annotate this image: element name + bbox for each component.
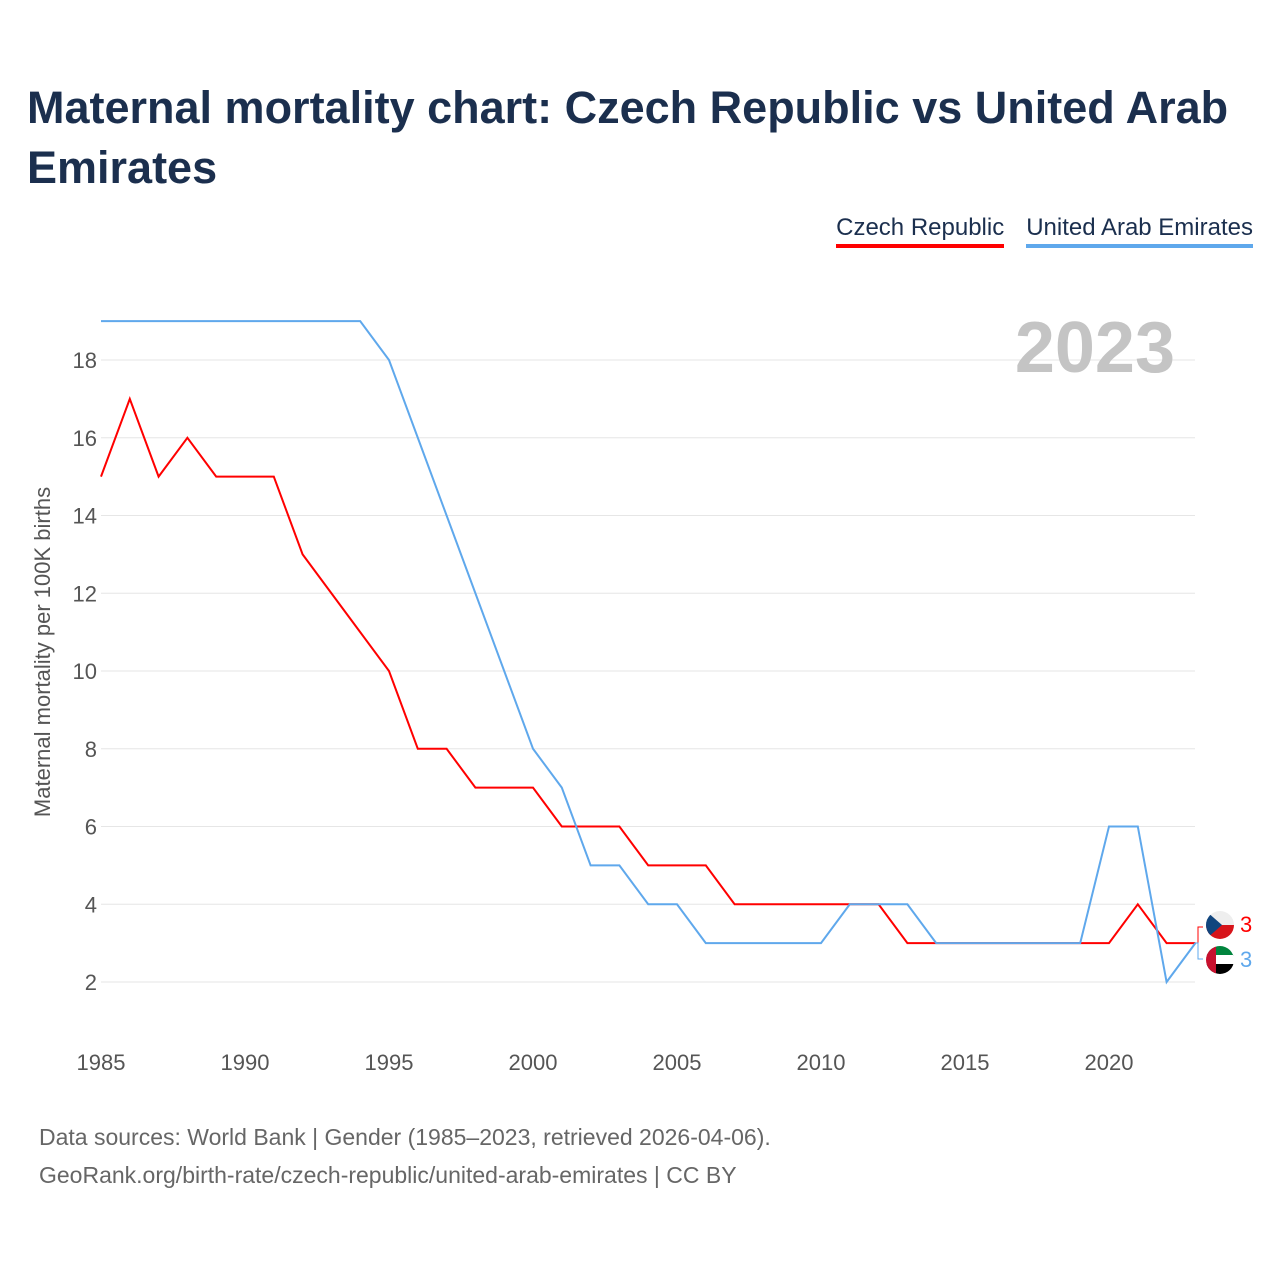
legend: Czech Republic United Arab Emirates <box>836 214 1253 248</box>
x-tick-label: 2020 <box>1085 1050 1134 1075</box>
data-source: Data sources: World Bank | Gender (1985–… <box>39 1124 771 1150</box>
x-tick-label: 1985 <box>77 1050 126 1075</box>
chart-title: Maternal mortality chart: Czech Republic… <box>27 82 1229 193</box>
legend-czech-republic[interactable]: Czech Republic <box>836 214 1005 248</box>
y-tick-label: 12 <box>73 581 97 606</box>
end-value-label: 3 <box>1240 912 1252 937</box>
x-tick-label: 2010 <box>797 1050 846 1075</box>
y-tick-label: 2 <box>85 970 97 995</box>
y-tick-label: 8 <box>85 737 97 762</box>
y-tick-label: 6 <box>85 815 97 840</box>
x-tick-label: 1990 <box>221 1050 270 1075</box>
x-tick-label: 2005 <box>653 1050 702 1075</box>
series-line-united-arab-emirates <box>101 320 1197 985</box>
y-tick-label: 10 <box>73 659 97 684</box>
y-tick-label: 18 <box>73 348 97 373</box>
y-axis-label: Maternal mortality per 100K births <box>30 487 55 817</box>
source-link[interactable]: GeoRank.org/birth-rate/czech-republic/un… <box>39 1162 737 1188</box>
y-tick-label: 14 <box>73 504 97 529</box>
x-tick-label: 1995 <box>365 1050 414 1075</box>
x-tick-label: 2000 <box>509 1050 558 1075</box>
y-tick-label: 4 <box>85 892 97 917</box>
footer: Data sources: World Bank | Gender (1985–… <box>39 1118 771 1194</box>
legend-united-arab-emirates[interactable]: United Arab Emirates <box>1026 214 1253 248</box>
x-tick-label: 2015 <box>941 1050 990 1075</box>
y-tick-label: 16 <box>73 426 97 451</box>
year-watermark: 2023 <box>1015 308 1175 388</box>
end-value-label: 3 <box>1240 947 1252 972</box>
czech-flag-icon <box>1206 911 1234 939</box>
uae-flag-icon <box>1206 946 1234 974</box>
